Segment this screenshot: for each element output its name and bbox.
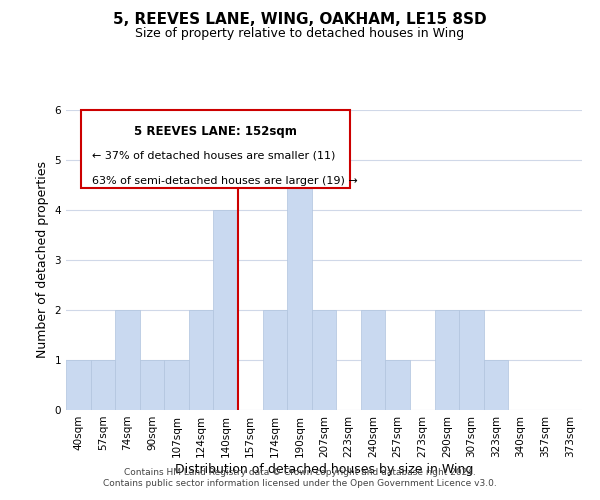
FancyBboxPatch shape: [82, 110, 350, 188]
X-axis label: Distribution of detached houses by size in Wing: Distribution of detached houses by size …: [175, 462, 473, 475]
Bar: [385, 360, 410, 410]
Bar: [115, 310, 140, 410]
Bar: [459, 310, 484, 410]
Bar: [214, 210, 238, 410]
Text: Contains HM Land Registry data © Crown copyright and database right 2024.
Contai: Contains HM Land Registry data © Crown c…: [103, 468, 497, 487]
Bar: [91, 360, 115, 410]
Bar: [312, 310, 336, 410]
Bar: [66, 360, 91, 410]
Bar: [287, 160, 312, 410]
Bar: [434, 310, 459, 410]
Bar: [140, 360, 164, 410]
Bar: [263, 310, 287, 410]
Text: 63% of semi-detached houses are larger (19) →: 63% of semi-detached houses are larger (…: [92, 176, 358, 186]
Text: 5, REEVES LANE, WING, OAKHAM, LE15 8SD: 5, REEVES LANE, WING, OAKHAM, LE15 8SD: [113, 12, 487, 28]
Text: Size of property relative to detached houses in Wing: Size of property relative to detached ho…: [136, 28, 464, 40]
Y-axis label: Number of detached properties: Number of detached properties: [36, 162, 49, 358]
Text: ← 37% of detached houses are smaller (11): ← 37% of detached houses are smaller (11…: [92, 150, 335, 160]
Bar: [484, 360, 508, 410]
Bar: [164, 360, 189, 410]
Text: 5 REEVES LANE: 152sqm: 5 REEVES LANE: 152sqm: [134, 125, 297, 138]
Bar: [361, 310, 385, 410]
Bar: [189, 310, 214, 410]
